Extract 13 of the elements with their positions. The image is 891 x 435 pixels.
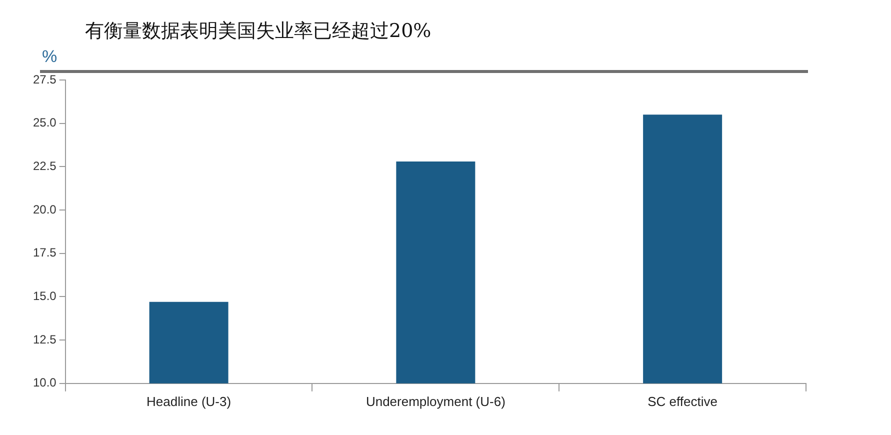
y-tick-label: 17.5 xyxy=(32,246,57,260)
y-tick-label: 12.5 xyxy=(32,332,57,346)
y-tick-label: 22.5 xyxy=(32,159,57,173)
x-tick-label: Underemployment (U-6) xyxy=(366,394,506,409)
y-tick-label: 27.5 xyxy=(32,72,57,86)
x-tick-label: Headline (U-3) xyxy=(146,394,232,409)
y-tick-label: 20.0 xyxy=(32,202,57,216)
y-tick-label: 25.0 xyxy=(32,116,57,130)
y-tick-label: 10.0 xyxy=(32,376,57,390)
y-axis-title: % xyxy=(42,47,58,66)
x-tick-label: SC effective xyxy=(648,394,718,409)
chart-title: 有衡量数据表明美国失业率已经超过20% xyxy=(85,19,432,44)
y-tick-label: 15.0 xyxy=(32,289,57,304)
